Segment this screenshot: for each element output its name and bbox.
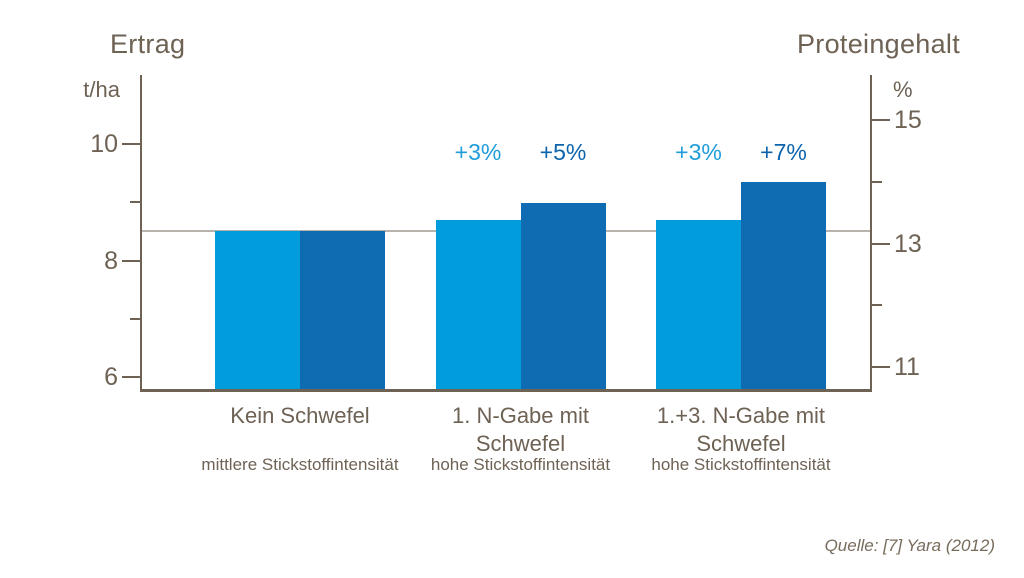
right-axis-line <box>870 75 872 392</box>
x-axis-line <box>140 389 872 392</box>
yield-delta-label: +3% <box>675 139 722 165</box>
protein-delta-label: +5% <box>539 139 587 165</box>
group-sublabel: hohe Stickstoffintensität <box>651 455 831 474</box>
left-axis-line <box>140 75 142 392</box>
left-axis-major-tick <box>122 143 140 145</box>
right-axis-major-tick <box>872 242 890 245</box>
group-label: 1.+3. N-Gabe mit Schwefel <box>656 403 826 456</box>
group-sublabel: mittlere Stickstoffintensität <box>201 455 399 474</box>
group-label: Kein Schwefel <box>230 403 370 428</box>
left-axis-major-tick <box>122 259 140 262</box>
group-label: 1. N-Gabe mit Schwefel <box>452 403 589 456</box>
source-citation: Quelle: [7] Yara (2012) <box>824 536 995 555</box>
right-axis-major-tick <box>872 366 890 368</box>
protein-delta-label: +7% <box>760 139 807 165</box>
right-axis-tick-label: 11 <box>894 353 920 381</box>
yield-bar <box>435 219 521 389</box>
left-axis-tick-label: 8 <box>104 246 118 275</box>
group-sublabel: hohe Stickstoffintensität <box>430 455 611 474</box>
left-axis-minor-tick <box>130 201 140 204</box>
right-axis-tick-label: 15 <box>894 106 922 134</box>
left-axis-tick-label: 10 <box>90 130 118 158</box>
protein-bar <box>741 181 826 389</box>
protein-bar <box>300 231 385 389</box>
right-chart-title: Proteingehalt <box>796 29 960 59</box>
yield-bar <box>215 231 300 389</box>
right-axis-tick-label: 13 <box>894 229 922 258</box>
left-axis-unit-label: t/ha <box>83 77 120 102</box>
left-axis-minor-tick <box>130 317 140 320</box>
yield-bar <box>656 219 741 389</box>
left-chart-title: Ertrag <box>110 29 186 59</box>
right-axis-minor-tick <box>872 180 882 183</box>
left-axis-major-tick <box>122 376 140 378</box>
yield-delta-label: +3% <box>454 139 502 165</box>
right-axis-unit-label: % <box>893 77 913 102</box>
protein-bar <box>520 203 606 389</box>
right-axis-minor-tick <box>872 304 882 307</box>
right-axis-major-tick <box>872 119 890 121</box>
left-axis-tick-label: 6 <box>104 363 118 391</box>
